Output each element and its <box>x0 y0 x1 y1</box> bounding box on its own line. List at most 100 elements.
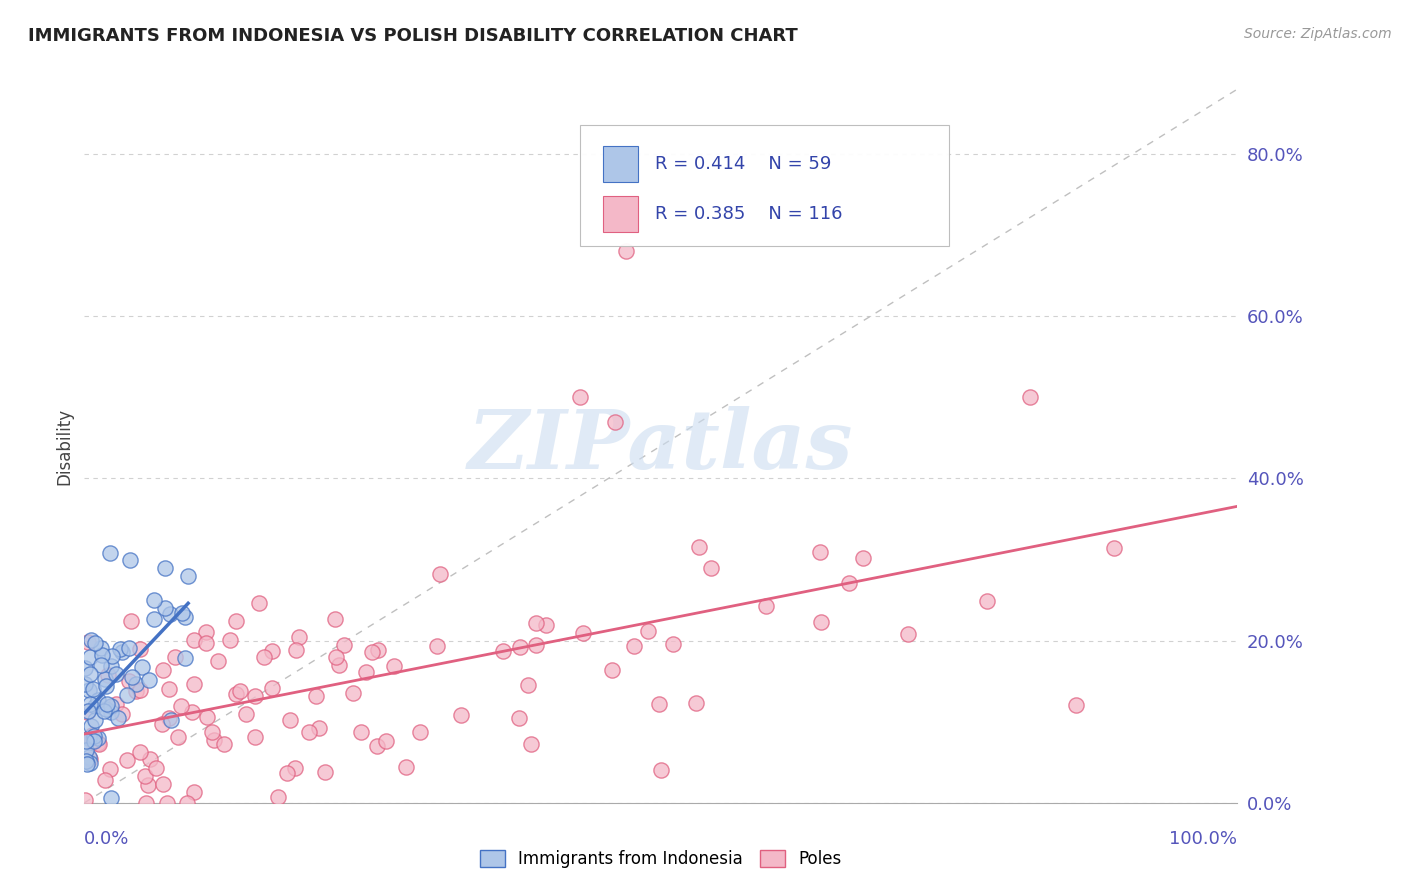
Point <box>183 677 205 691</box>
Text: R = 0.414    N = 59: R = 0.414 N = 59 <box>655 155 831 173</box>
Point <box>637 624 659 639</box>
Point <box>160 713 183 727</box>
Point <box>118 673 141 688</box>
Point <box>176 796 198 810</box>
Point <box>897 627 920 641</box>
Legend: Immigrants from Indonesia, Poles: Immigrants from Indonesia, Poles <box>474 843 848 875</box>
Point <box>837 576 859 591</box>
Point <box>98 546 121 560</box>
Point <box>267 790 290 805</box>
Point <box>79 756 101 770</box>
Point <box>367 642 389 657</box>
Point <box>650 764 672 778</box>
Point <box>1018 390 1040 404</box>
Point <box>120 614 142 628</box>
Point <box>111 707 134 722</box>
Point <box>80 633 103 648</box>
Point <box>100 790 122 805</box>
Point <box>121 670 143 684</box>
Point <box>83 734 105 748</box>
Point <box>79 697 101 711</box>
Point <box>235 707 257 722</box>
Text: IMMIGRANTS FROM INDONESIA VS POLISH DISABILITY CORRELATION CHART: IMMIGRANTS FROM INDONESIA VS POLISH DISA… <box>28 27 797 45</box>
Point <box>207 654 229 668</box>
Point <box>104 697 127 711</box>
Point <box>157 681 180 696</box>
Point <box>685 696 707 710</box>
Point <box>603 415 626 429</box>
Point <box>108 641 131 656</box>
Point <box>520 737 543 751</box>
Point <box>298 725 321 739</box>
Point <box>328 658 350 673</box>
Bar <box>603 196 638 232</box>
Point <box>80 719 103 733</box>
Text: 100.0%: 100.0% <box>1170 830 1237 847</box>
Point <box>79 649 101 664</box>
Point <box>1064 698 1087 713</box>
Point <box>262 644 284 658</box>
Point <box>648 697 671 711</box>
Point <box>284 761 307 775</box>
Point <box>174 651 197 665</box>
Point <box>83 714 105 728</box>
Point <box>623 639 645 653</box>
Point <box>77 704 100 718</box>
Point <box>77 749 100 764</box>
Point <box>429 567 451 582</box>
Point <box>100 659 122 673</box>
Point <box>120 552 142 566</box>
Point <box>77 731 100 746</box>
Point <box>75 677 97 691</box>
Point <box>183 785 205 799</box>
Point <box>153 560 176 574</box>
Point <box>156 796 179 810</box>
Point <box>125 684 148 698</box>
Point <box>260 681 283 695</box>
Point <box>180 706 202 720</box>
Point <box>426 639 449 653</box>
Point <box>82 728 104 742</box>
Point <box>382 659 405 673</box>
Point <box>100 705 122 719</box>
Point <box>305 690 328 704</box>
Point <box>163 650 186 665</box>
Point <box>152 777 174 791</box>
Point <box>253 650 276 665</box>
Point <box>569 390 592 404</box>
Point <box>83 729 105 743</box>
Point <box>314 764 336 779</box>
Point <box>118 640 141 655</box>
Point <box>87 735 110 749</box>
Point <box>395 760 418 774</box>
Point <box>349 725 371 739</box>
Point <box>808 545 831 559</box>
Point <box>129 745 152 759</box>
Point <box>157 710 180 724</box>
Point <box>79 667 101 681</box>
Point <box>77 731 100 745</box>
Point <box>183 633 205 648</box>
Point <box>243 731 266 745</box>
Point <box>150 717 173 731</box>
Point <box>214 737 236 751</box>
Point <box>75 754 97 768</box>
Point <box>75 734 97 748</box>
Point <box>155 600 177 615</box>
Point <box>96 698 118 712</box>
Point <box>159 607 181 622</box>
Point <box>76 756 98 771</box>
Point <box>450 708 472 723</box>
Point <box>77 683 100 698</box>
Point <box>342 686 364 700</box>
Point <box>142 593 165 607</box>
Point <box>117 689 139 703</box>
Text: Source: ZipAtlas.com: Source: ZipAtlas.com <box>1244 27 1392 41</box>
Point <box>243 689 266 703</box>
Point <box>98 762 121 776</box>
Point <box>177 568 200 582</box>
Point <box>285 643 308 657</box>
Point <box>104 667 127 681</box>
Point <box>77 634 100 648</box>
Point <box>810 615 832 629</box>
